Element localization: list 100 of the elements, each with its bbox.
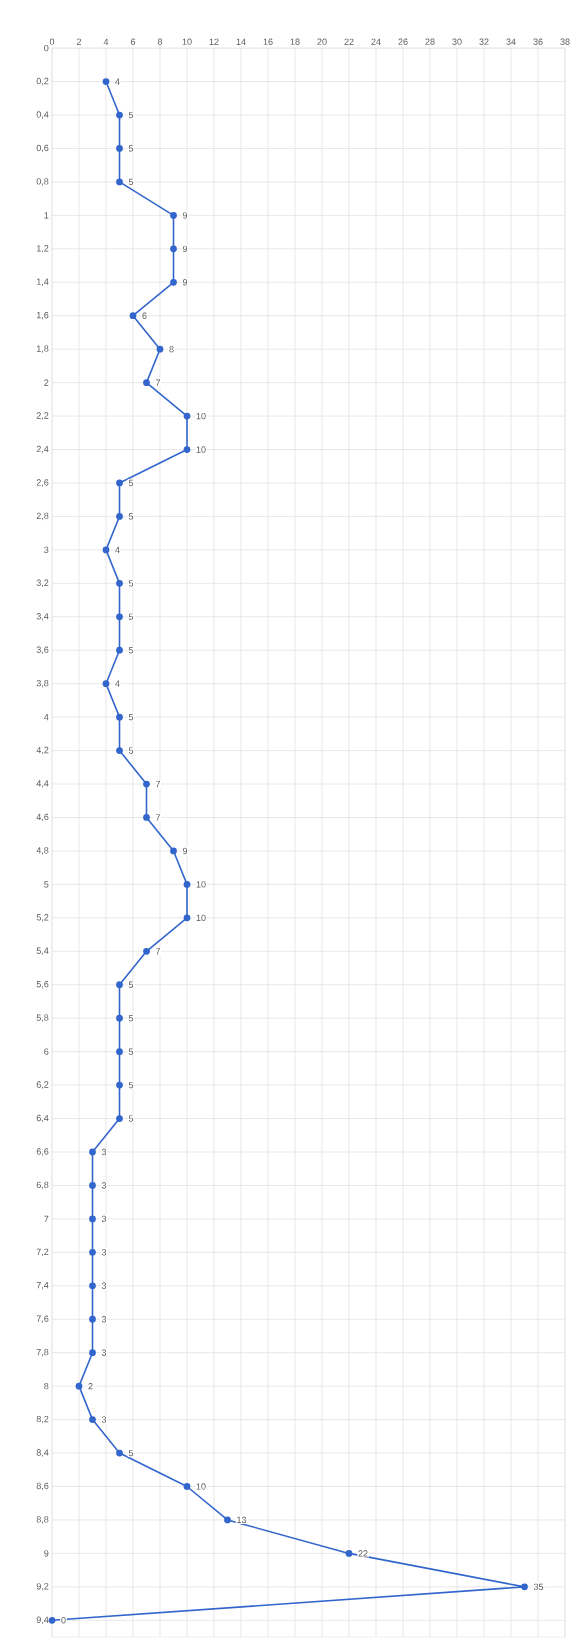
- data-label: 2: [88, 1383, 93, 1390]
- x-tick-label: 4: [103, 38, 109, 45]
- x-tick-label: 36: [533, 38, 543, 45]
- x-tick-label: 38: [560, 38, 570, 45]
- data-label: 5: [128, 479, 134, 487]
- y-tick-label: 4,6: [36, 813, 49, 822]
- data-label: 5: [128, 613, 134, 620]
- data-label: 5: [128, 1015, 134, 1022]
- data-label: 5: [128, 178, 134, 186]
- x-tick-label: 18: [290, 38, 300, 45]
- x-tick-label: 0: [49, 38, 55, 45]
- y-tick-label: 3: [44, 546, 49, 554]
- y-tick-label: 3,2: [36, 579, 49, 588]
- data-label: 5: [128, 1449, 134, 1457]
- data-label: 5: [128, 580, 134, 587]
- data-label: 3: [101, 1316, 107, 1323]
- y-tick-label: 7,4: [36, 1282, 49, 1290]
- y-tick-label: 2: [44, 379, 49, 386]
- y-tick-label: 1,4: [36, 278, 49, 286]
- y-tick-label: 5,6: [36, 981, 49, 989]
- y-tick-label: 4,4: [36, 780, 49, 788]
- y-tick-label: 6,2: [36, 1081, 49, 1089]
- y-tick-label: 5,2: [36, 914, 49, 922]
- data-label: 8: [169, 346, 174, 353]
- y-tick-label: 2,6: [36, 479, 49, 487]
- y-tick-label: 0,6: [36, 144, 49, 153]
- data-label: 3: [101, 1148, 107, 1156]
- y-tick-label: 7: [44, 1215, 49, 1222]
- y-tick-label: 2,4: [36, 445, 49, 454]
- y-tick-label: 1,6: [36, 312, 49, 320]
- data-label: 5: [128, 1048, 134, 1055]
- y-tick-label: 8,2: [36, 1415, 49, 1424]
- x-tick-label: 28: [425, 38, 435, 45]
- data-label: 9: [182, 212, 188, 219]
- y-tick-label: 4,8: [36, 847, 49, 855]
- y-tick-label: 3,8: [36, 679, 49, 688]
- data-label: 5: [128, 111, 134, 119]
- data-label: 10: [196, 914, 206, 922]
- data-label: 9: [182, 847, 188, 855]
- data-label: 7: [155, 814, 161, 821]
- y-tick-label: 6,6: [36, 1148, 49, 1156]
- data-label: 4: [115, 680, 120, 687]
- x-tick-label: 8: [157, 38, 163, 45]
- y-tick-label: 9,2: [36, 1583, 49, 1591]
- y-tick-label: 7,6: [36, 1315, 49, 1323]
- y-tick-label: 5,4: [36, 947, 49, 955]
- x-tick-label: 12: [209, 38, 219, 45]
- y-tick-label: 8: [44, 1382, 49, 1390]
- y-tick-label: 7,2: [36, 1248, 49, 1257]
- data-label: 9: [182, 245, 188, 253]
- y-tick-label: 1,8: [36, 345, 49, 353]
- x-tick-label: 32: [479, 38, 489, 45]
- data-label: 5: [128, 1115, 134, 1122]
- y-tick-label: 7,8: [36, 1348, 49, 1357]
- x-tick-label: 30: [452, 38, 462, 45]
- data-label: 3: [101, 1416, 107, 1423]
- data-label: 4: [115, 546, 120, 553]
- data-label: 3: [101, 1282, 107, 1289]
- data-label: 5: [128, 747, 134, 754]
- x-tick-label: 22: [344, 38, 354, 45]
- data-label: 3: [101, 1349, 107, 1356]
- y-tick-label: 3,6: [36, 646, 49, 654]
- y-tick-label: 8,8: [36, 1516, 49, 1524]
- y-tick-label: 4,2: [36, 746, 49, 755]
- y-tick-label: 5,8: [36, 1014, 49, 1022]
- y-tick-label: 6: [44, 1048, 49, 1055]
- data-label: 7: [155, 379, 161, 386]
- y-tick-label: 0,2: [36, 77, 49, 86]
- x-tick-label: 2: [76, 38, 82, 45]
- data-label: 0: [61, 1617, 66, 1624]
- x-tick-label: 14: [236, 38, 246, 45]
- x-tick-label: 20: [317, 38, 327, 45]
- data-label: 5: [128, 513, 134, 520]
- data-label: 5: [128, 981, 134, 988]
- x-tick-label: 16: [263, 38, 273, 45]
- data-label: 5: [128, 647, 134, 654]
- data-label: 10: [196, 1483, 206, 1490]
- y-tick-label: 0: [44, 44, 49, 52]
- data-label: 10: [196, 412, 206, 420]
- y-tick-label: 9,4: [36, 1616, 49, 1625]
- y-tick-label: 6,4: [36, 1114, 49, 1123]
- data-label: 9: [182, 279, 188, 286]
- data-label: 4: [115, 78, 120, 85]
- data-label: 5: [128, 1081, 134, 1089]
- y-tick-label: 6,8: [36, 1181, 49, 1190]
- y-tick-label: 8,6: [36, 1482, 49, 1491]
- data-label: 35: [533, 1583, 544, 1591]
- y-tick-label: 1,2: [36, 245, 49, 253]
- x-tick-label: 10: [182, 38, 192, 45]
- y-tick-label: 0,4: [36, 111, 49, 119]
- data-label: 5: [128, 145, 134, 152]
- x-tick-label: 26: [398, 38, 408, 45]
- data-label: 10: [196, 881, 206, 888]
- y-tick-label: 8,4: [36, 1449, 49, 1457]
- y-tick-label: 1: [44, 212, 49, 219]
- data-label: 3: [101, 1182, 107, 1189]
- y-tick-label: 2,8: [36, 512, 49, 521]
- y-tick-label: 4: [44, 714, 49, 721]
- data-label: 13: [237, 1516, 247, 1524]
- x-tick-label: 6: [130, 38, 136, 45]
